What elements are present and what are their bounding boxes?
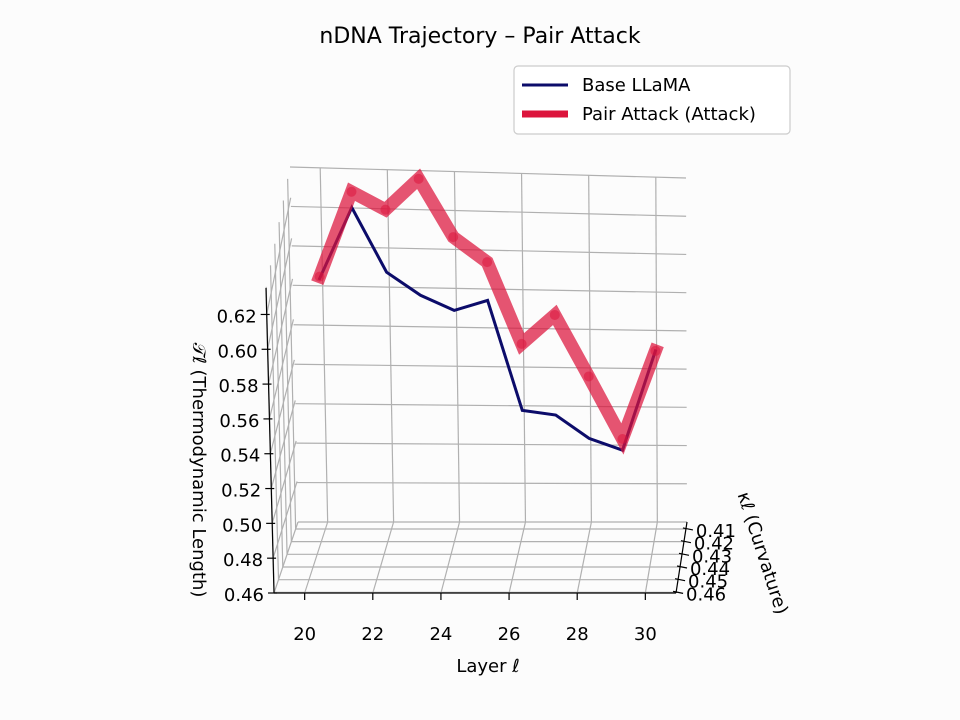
y-tick-mark (678, 552, 690, 556)
z-tick-label: 0.58 (218, 376, 258, 397)
grid-line-y-wall (278, 222, 288, 555)
y-tick-mark (674, 578, 686, 582)
z-tick-label: 0.48 (223, 550, 263, 571)
grid-line-x-floor (372, 521, 395, 594)
grid-line-z-wall (269, 359, 295, 454)
y-tick-label: 0.44 (690, 559, 730, 580)
y-axis-line (675, 521, 688, 594)
grid-line-z-back (291, 245, 687, 256)
grid-line-x-back (588, 175, 592, 523)
grid-line-z-wall (272, 481, 298, 559)
grid-line-z-wall (266, 197, 292, 315)
y-tick-label: 0.41 (696, 521, 736, 542)
grid-line-z-back (296, 442, 687, 447)
x-tick-label: 24 (429, 624, 452, 645)
grid-line-z-wall (267, 238, 293, 350)
z-tick-label: 0.60 (218, 341, 258, 362)
z-tick-label: 0.52 (221, 481, 261, 502)
y-tick-label: 0.46 (686, 584, 726, 605)
grid-line-z-back (290, 205, 687, 217)
chart-title: nDNA Trajectory – Pair Attack (319, 24, 640, 49)
series-point-attack (346, 186, 357, 197)
y-tick-label: 0.45 (688, 572, 728, 593)
series-point-attack (413, 173, 424, 184)
x-tick-label: 30 (634, 624, 657, 645)
grid-line-x-floor (304, 521, 329, 594)
grid-line-z-wall (273, 521, 299, 594)
series-line-attack (311, 168, 664, 455)
grid-line-z-back (289, 166, 687, 179)
grid-line-x-floor (508, 521, 527, 594)
legend-frame (513, 65, 791, 135)
y-axis-label: κℓ (Curvature) (733, 489, 792, 617)
series-point-attack (448, 232, 459, 243)
grid-lines (265, 166, 687, 594)
y-tick-mark (680, 540, 692, 544)
series-point-attack (617, 433, 628, 444)
grid-line-x-floor (576, 521, 592, 594)
grid-line-z-wall (268, 319, 295, 420)
grid-line-y-wall (269, 265, 280, 580)
grid-line-x-floor (644, 521, 658, 594)
x-tick-label: 20 (293, 624, 316, 645)
grid-line-x-back (386, 169, 395, 523)
grid-line-z-wall (267, 278, 294, 385)
z-axis-line (265, 287, 275, 594)
grid-line-y-wall (287, 178, 297, 529)
series-lines (311, 168, 664, 455)
x-tick-label: 28 (566, 624, 589, 645)
series-point-attack (482, 257, 493, 268)
x-tick-label: 26 (498, 624, 521, 645)
z-tick-label: 0.62 (217, 306, 257, 327)
z-tick-label: 0.54 (220, 446, 260, 467)
series-point-attack (583, 371, 594, 382)
z-axis-label: 𝒯ℓ (Thermodynamic Length) (188, 343, 209, 598)
series-point-attack (650, 345, 661, 356)
x-tick-label: 22 (361, 624, 384, 645)
y-tick-label: 0.42 (694, 534, 734, 555)
y-tick-mark (682, 527, 694, 531)
series-point-attack (314, 271, 325, 282)
legend: Base LLaMA Pair Attack (Attack) (513, 65, 791, 135)
grid-line-z-wall (271, 440, 297, 524)
series-point-attack (549, 309, 560, 320)
grid-line-y-wall (282, 200, 292, 542)
y-tick-mark (676, 565, 688, 569)
grid-line-x-back (319, 167, 329, 523)
series-point-attack (380, 204, 391, 215)
legend-label-base: Base LLaMA (582, 75, 691, 96)
grid-line-z-back (294, 363, 687, 370)
z-tick-label: 0.56 (219, 411, 259, 432)
y-tick-label: 0.43 (692, 546, 732, 567)
grid-line-z-back (292, 284, 687, 294)
series-line-base (317, 204, 658, 453)
grid-line-z-wall (270, 400, 296, 489)
grid-line-x-floor (440, 521, 461, 594)
axis-spines (265, 287, 688, 594)
legend-label-attack: Pair Attack (Attack) (582, 104, 756, 125)
grid-line-x-back (453, 171, 461, 523)
axis-ticks: 20 22 24 26 28 300.410.420.430.440.450.460.46… (217, 306, 736, 645)
grid-line-z-back (293, 324, 687, 332)
x-axis-label: Layer ℓ (456, 656, 519, 677)
y-tick-mark (672, 590, 684, 594)
grid-line-y-wall (274, 243, 284, 568)
series-point-attack (516, 338, 527, 349)
grid-line-z-back (297, 481, 687, 485)
z-tick-label: 0.50 (222, 515, 262, 536)
grid-line-z-back (295, 403, 687, 408)
z-tick-label: 0.46 (224, 585, 264, 606)
